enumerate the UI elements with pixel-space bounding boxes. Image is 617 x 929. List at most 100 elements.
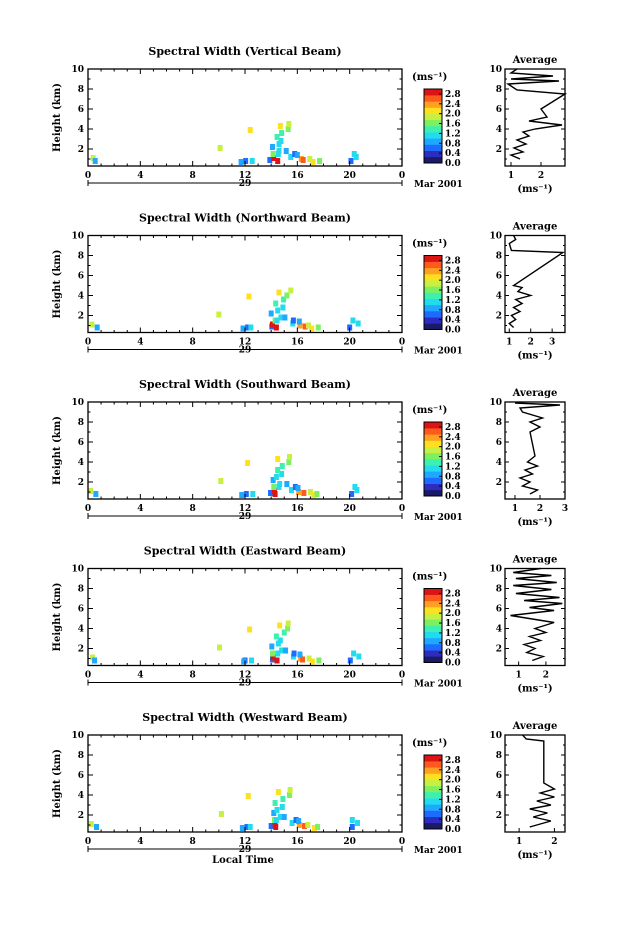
echo-cell <box>287 787 293 793</box>
colorbar-segment <box>424 625 442 632</box>
colorbar-tick-label: 1.6 <box>445 286 461 296</box>
colorbar-segment <box>424 156 442 164</box>
y-tick-label: 8 <box>78 85 84 95</box>
echo-cell <box>269 144 275 150</box>
avg-y-tick-label: 6 <box>496 605 502 615</box>
colorbar-segment <box>424 440 442 447</box>
colorbar-segment <box>424 132 442 139</box>
colorbar-tick-label: 1.2 <box>445 629 461 639</box>
plot-frame <box>87 734 403 833</box>
colorbar-segment <box>424 446 442 454</box>
echo-cell <box>275 307 281 314</box>
colorbar-segment <box>424 280 442 287</box>
echo-cell <box>278 314 284 321</box>
day-label: 29 <box>239 179 252 189</box>
echo-cell <box>277 481 283 487</box>
echo-cell <box>281 814 287 820</box>
y-tick-label: 6 <box>78 605 84 615</box>
echo-cell <box>240 325 246 332</box>
x-tick-label: 0 <box>399 171 405 181</box>
echo-cell <box>279 804 285 810</box>
panel-3: Spectral Width (Southward Beam)0 4 8 12 16 20… <box>52 378 568 528</box>
colorbar-unit: (ms⁻¹) <box>412 239 447 250</box>
echo-cell <box>281 629 287 636</box>
colorbar-tick-label: 2.0 <box>445 609 461 619</box>
colorbar-tick-label: 2.4 <box>445 266 461 276</box>
echo-cell <box>245 324 251 331</box>
echo-cell <box>289 820 295 826</box>
y-tick-label: 4 <box>78 292 84 302</box>
colorbar-tick-label: 1.2 <box>445 795 461 805</box>
echo-cell <box>307 489 313 495</box>
colorbar-segment <box>424 138 442 145</box>
echo-cell <box>216 311 222 318</box>
echo-cell <box>279 471 285 477</box>
echo-cell <box>238 159 244 165</box>
echo-cell <box>275 456 281 462</box>
x-tick-label: 12 <box>239 837 252 847</box>
echo-cell <box>309 658 315 665</box>
colorbar-segment <box>424 773 442 780</box>
y-tick-label: 10 <box>71 731 84 741</box>
colorbar-unit: (ms⁻¹) <box>412 72 447 83</box>
colorbar-segment <box>424 631 442 639</box>
colorbar-unit: (ms⁻¹) <box>412 405 447 416</box>
echo-cell <box>354 487 360 493</box>
colorbar-tick-label: 2.4 <box>445 766 461 776</box>
echo-cell <box>88 488 94 494</box>
colorbar-segment <box>424 644 442 651</box>
x-tick-label: 16 <box>291 671 304 681</box>
colorbar-tick-label: 1.6 <box>445 619 461 629</box>
day-label: 29 <box>239 679 252 689</box>
panel-title: Spectral Width (Vertical Beam) <box>148 45 341 58</box>
panel-title: Spectral Width (Westward Beam) <box>142 711 347 724</box>
echo-cell <box>218 811 224 817</box>
colorbar-tick-label: 0.4 <box>445 316 461 326</box>
x-tick-label: 16 <box>291 504 304 514</box>
colorbar-segment <box>424 267 442 275</box>
echo-cell <box>275 789 281 795</box>
x-tick-label: 12 <box>239 338 252 348</box>
panel-title: Spectral Width (Southward Beam) <box>139 378 351 391</box>
echo-cell <box>273 633 279 640</box>
x-tick-label: 0 <box>399 837 405 847</box>
echo-cell <box>275 158 281 164</box>
echo-cell <box>349 491 355 497</box>
panel-title: Spectral Width (Eastward Beam) <box>144 545 346 558</box>
colorbar-segment <box>424 792 442 799</box>
y-axis-label: Height (km) <box>52 749 63 818</box>
echo-cell <box>349 824 355 830</box>
x-tick-label: 12 <box>239 504 252 514</box>
echo-cell <box>296 822 302 828</box>
echo-cell <box>284 481 290 487</box>
average-frame <box>504 401 566 500</box>
colorbar-tick-label: 0.8 <box>445 139 461 149</box>
echo-cell <box>285 620 291 627</box>
avg-x-tick-label: 1 <box>516 837 522 847</box>
echo-cell <box>88 821 94 827</box>
average-title: Average <box>512 388 558 399</box>
colorbar-segment <box>424 489 442 497</box>
colorbar-segment <box>424 637 442 645</box>
colorbar-segment <box>424 459 442 466</box>
echo-cell <box>284 292 290 299</box>
colorbar-tick-label: 1.2 <box>445 296 461 306</box>
echo-cell <box>267 157 273 163</box>
colorbar-segment <box>424 600 442 608</box>
avg-y-tick-label: 4 <box>496 292 502 302</box>
avg-x-tick-label: 3 <box>562 504 568 514</box>
average-profile-line <box>508 235 566 329</box>
day-label: 29 <box>239 845 252 855</box>
x-tick-label: 20 <box>343 338 356 348</box>
colorbar-tick-label: 0.8 <box>445 805 461 815</box>
echo-cell <box>286 121 292 127</box>
y-tick-label: 10 <box>71 232 84 242</box>
echo-cell <box>269 321 275 328</box>
echo-cell <box>348 158 354 164</box>
echo-cell <box>291 650 297 657</box>
y-tick-label: 2 <box>78 478 84 488</box>
avg-y-tick-label: 8 <box>496 751 502 761</box>
x-tick-label: 16 <box>291 171 304 181</box>
echo-cell <box>290 317 296 324</box>
